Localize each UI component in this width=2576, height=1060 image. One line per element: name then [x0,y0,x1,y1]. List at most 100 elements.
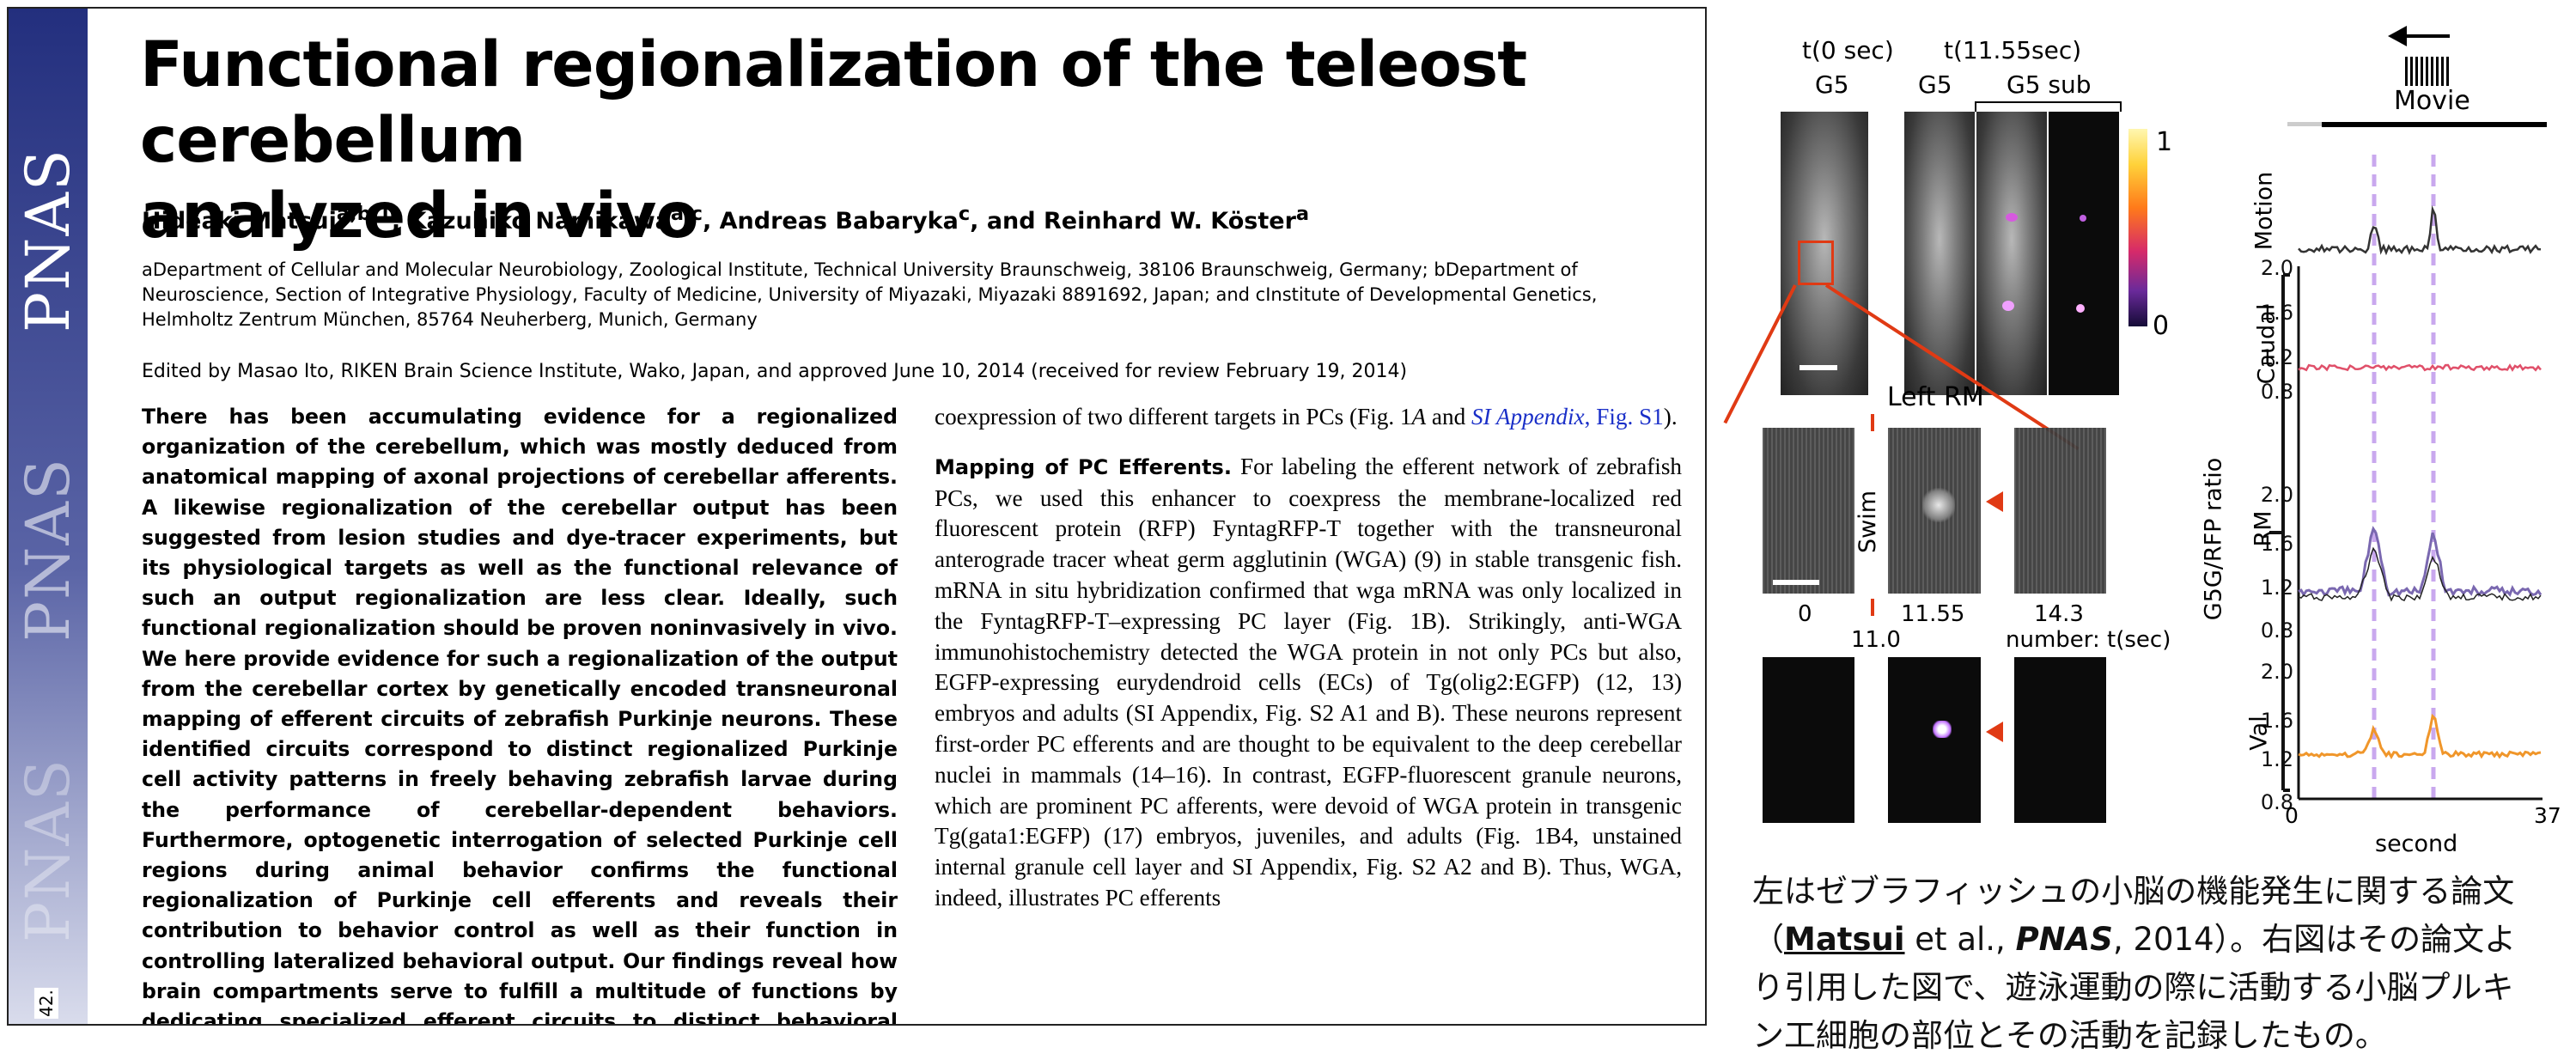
author-name: Andreas Babaryka [719,208,959,235]
colorbar-min: 0 [2153,311,2170,341]
body-text: ). [1663,404,1678,429]
author-affil-sup: a,c [670,203,703,225]
direction-arrow-shaft [2396,34,2450,38]
edited-by-line: Edited by Masao Ito, RIKEN Brain Science… [142,361,1408,382]
caption-line: （Matsui et al., PNAS, 2014）。右図はその論文よ [1752,916,2568,964]
y-tick: 1.6 [2261,301,2293,325]
caption-line: 左はゼブラフィッシュの小脳の機能発生に関する論文 [1752,873,2515,910]
frame-sub-t11-55 [1888,657,1981,823]
x-tick: 0 [2285,803,2299,828]
trace-label-caudal: Caudal [2253,303,2281,385]
author-affil-sup: a,b,1 [336,203,392,225]
y-tick: 2.0 [2261,256,2293,280]
grating-stimulus-icon [2405,57,2450,86]
activity-trace-chart: 2.0 1.6 1.2 0.8 2.0 1.6 1.2 0.8 2.0 1.6 1.2 0.8 [2261,155,2543,814]
caption-text: et al., [1904,921,2016,958]
movie-label: Movie [2394,86,2470,116]
channel-label: G5 [1815,70,1849,99]
pnas-logo-watermark: PNAS [13,457,83,642]
trace-val [2298,713,2542,760]
activity-spot [2006,213,2018,222]
activity-spot [2076,304,2085,313]
frame-time: 11.0 [1851,627,1901,653]
trace-label-rm: RM [2250,510,2277,547]
y-tick: 1.6 [2261,709,2293,733]
frame-t11-55 [1888,428,1981,594]
body-text: coexpression of two different targets in… [935,404,1412,429]
x-tick: 37 [2534,803,2561,828]
author-name: Reinhard W. Köster [1044,208,1296,235]
frame-time: 0 [1798,601,1812,627]
paper-title: Functional regionalization of the teleos… [140,27,1686,254]
figure-caption-jp: 左はゼブラフィッシュの小脳の機能発生に関する論文 （Matsui et al.,… [1752,868,2568,1060]
y-tick: 1.2 [2261,576,2293,600]
si-appendix-link[interactable]: SI Appendix [1471,404,1585,429]
colorbar-max: 1 [2156,127,2173,157]
bracket-line [1975,101,2122,112]
swim-marker [1871,414,1874,431]
body-text: For labeling the efferent network of zeb… [935,453,1682,911]
activity-arrowhead [1986,491,2003,512]
caption-journal: PNAS [2015,921,2113,958]
body-column: coexpression of two different targets in… [935,402,1682,933]
section-heading: Mapping of PC Efferents. [935,454,1232,479]
activity-spot [1922,488,1955,522]
caption-text: , 2014）。右図はその論文よ [2112,921,2517,958]
page-number: 42. [33,988,58,1019]
time-label: t(0 sec) [1802,36,1894,64]
colorbar [2128,129,2147,326]
frame-caption: number: t(sec) [2006,627,2171,653]
author-name: Hideaki Matsui [142,208,337,235]
y-tick: 0.8 [2261,790,2293,814]
author-name: Kazuhiko Namikawa [408,208,671,235]
y-axis-label: G5G/RFP ratio [2200,457,2227,621]
frame-time: 11.55 [1901,601,1965,627]
y-tick: 1.2 [2261,747,2293,771]
roi-box [1798,241,1834,285]
trace-rm-a [2298,526,2543,598]
body-text: A [1411,404,1427,429]
swim-label: Swim [1854,490,1882,554]
author-list: Hideaki Matsuia,b,1, Kazuhiko Namikawaa,… [142,203,1310,235]
pnas-logo-watermark: PNAS [13,758,83,942]
caption-line: ン工細胞の部位とその活動を記録したもの。 [1752,1017,2387,1054]
body-paragraph: Mapping of PC Efferents. For labeling th… [935,452,1682,914]
y-tick: 1.6 [2261,532,2293,556]
caption-author: Matsui [1784,921,1905,958]
movie-on-bar [2322,122,2547,127]
caption-text: （ [1752,921,1784,958]
figure-link[interactable]: , Fig. S1 [1584,404,1664,429]
trace-label-val: Val [2245,716,2273,751]
paper-page: PNAS PNAS PNAS 42. Functional regionaliz… [7,7,1707,1026]
microscopy-image-g5-t0 [1781,112,1868,395]
channel-label: G5 sub [2007,70,2092,99]
scale-bar [1773,580,1819,585]
author-affil-sup: c [958,203,971,225]
affiliations: aDepartment of Cellular and Molecular Ne… [142,259,1598,330]
time-label: t(11.55sec) [1944,36,2082,64]
activity-spot [2080,215,2086,222]
frame-sub-t0 [1763,657,1854,823]
frame-t14-3 [2014,428,2106,594]
frame-time: 14.3 [2034,601,2084,627]
channel-label: G5 [1918,70,1952,99]
author-affil-sup: a [1295,203,1310,225]
abstract: There has been accumulating evidence for… [142,405,898,1026]
title-line: Functional regionalization of the teleos… [140,28,1527,177]
y-tick: 0.8 [2261,380,2293,404]
trace-label-motion: Motion [2250,171,2278,251]
activity-spot [1933,721,1952,738]
body-paragraph: coexpression of two different targets in… [935,402,1682,433]
activity-spot [2002,301,2014,311]
y-tick: 1.2 [2261,345,2293,369]
pnas-logo: PNAS [13,148,83,332]
x-axis-label: second [2375,831,2458,857]
frame-t0 [1763,428,1854,594]
region-label: Left RM [1887,382,1984,412]
journal-side-band: PNAS PNAS PNAS [9,9,88,1024]
scale-bar [1800,365,1837,370]
microscopy-image-g5-t1 [1904,112,1975,395]
activity-arrowhead [1986,722,2003,742]
y-tick: 2.0 [2261,660,2293,684]
trace-caudal [2298,363,2542,372]
